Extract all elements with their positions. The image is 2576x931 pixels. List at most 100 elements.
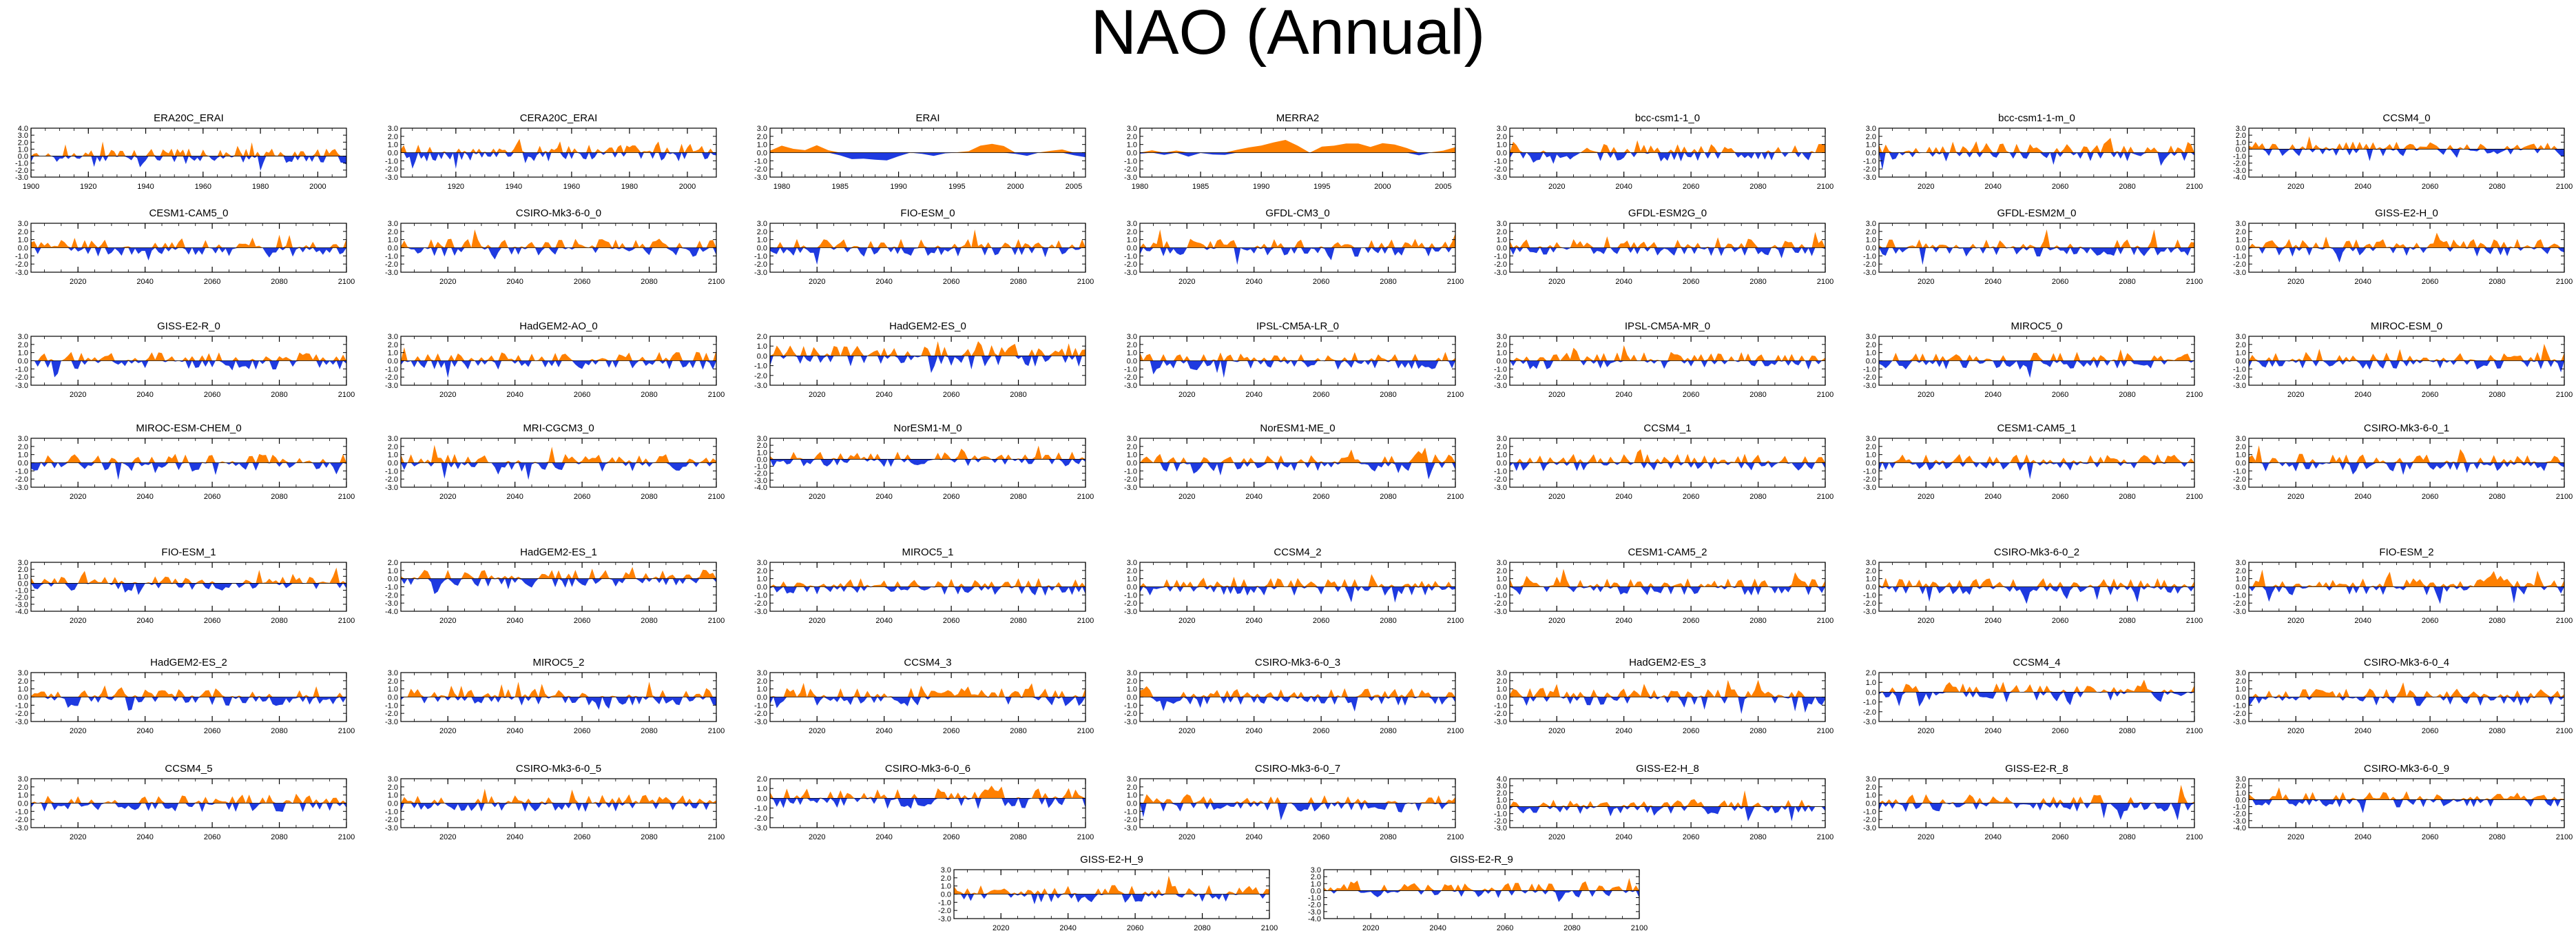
y-tick-label: 1.0 — [18, 792, 28, 800]
positive-area — [1140, 686, 1455, 697]
y-tick-label: 3.0 — [2236, 669, 2246, 677]
y-tick-label: 1.0 — [1497, 141, 1507, 150]
positive-area — [1879, 349, 2194, 361]
negative-area — [1140, 247, 1455, 265]
panel-frame — [1323, 869, 1640, 919]
x-tick-label: 2080 — [1749, 617, 1766, 625]
x-tick-label: 2100 — [1077, 833, 1094, 841]
y-tick-label: 2.0 — [1127, 677, 1137, 686]
y-tick-label: 3.0 — [1127, 333, 1137, 341]
panel-frame — [400, 562, 717, 612]
negative-area — [1140, 803, 1455, 821]
y-tick-label: -3.0 — [2233, 608, 2246, 616]
x-tick-label: 2080 — [641, 493, 657, 501]
positive-area — [31, 567, 346, 584]
positive-area — [2249, 343, 2564, 361]
negative-area — [2249, 586, 2564, 604]
y-tick-label: -2.0 — [1863, 260, 1876, 269]
negative-area — [2249, 360, 2564, 373]
x-tick-label: 2100 — [2186, 617, 2203, 625]
y-tick-label: -2.0 — [15, 260, 28, 269]
x-tick-label: 2040 — [1984, 391, 2001, 399]
y-tick-label: -1.0 — [385, 252, 398, 260]
panel-frame — [769, 778, 1086, 828]
positive-area — [1140, 447, 1455, 463]
y-tick-label: 3.0 — [1311, 866, 1321, 874]
y-tick-label: -3.0 — [754, 174, 767, 182]
x-tick-label: 2080 — [1749, 183, 1766, 191]
x-tick-label: 2040 — [2354, 278, 2371, 286]
y-tick-label: 3.0 — [2236, 333, 2246, 341]
negative-area — [31, 156, 346, 171]
y-tick-label: 3.0 — [1127, 775, 1137, 784]
panel-frame — [30, 562, 347, 612]
panel-title: HadGEM2-ES_1 — [520, 546, 597, 558]
y-tick-label: -2.0 — [1863, 165, 1876, 174]
panel-frame — [2248, 127, 2565, 178]
y-tick-label: -1.0 — [1124, 702, 1137, 710]
panel: bcc-csm1-1-m_0 3.02.01.00.0-1.0-2.0-3.0 20… — [1863, 112, 2203, 191]
y-tick-label: 1.0 — [1127, 451, 1137, 460]
y-tick-label: 0.0 — [1866, 460, 1876, 468]
x-tick-label: 2040 — [1984, 727, 2001, 735]
panel-frame — [1509, 778, 1826, 828]
x-tick-label: 2060 — [204, 727, 220, 735]
panel: GFDL-CM3_0 3.02.01.00.0-1.0-2.0-3.0 2020 20… — [1124, 207, 1464, 286]
negative-area — [770, 459, 1086, 467]
positive-area — [770, 577, 1086, 587]
y-tick-label: 2.0 — [2236, 132, 2246, 140]
x-tick-label: 2060 — [1683, 617, 1699, 625]
x-tick-label: 2060 — [2422, 493, 2438, 501]
y-tick-label: 2.0 — [757, 228, 767, 236]
y-tick-label: -4.0 — [15, 608, 28, 616]
y-tick-label: -1.0 — [15, 365, 28, 374]
y-tick-label: 0.0 — [18, 358, 28, 366]
x-tick-label: 1980 — [773, 183, 790, 191]
panel: MIROC-ESM_0 3.02.01.00.0-1.0-2.0-3.0 2020 2… — [2233, 320, 2573, 399]
y-tick-label: -1.0 — [385, 702, 398, 710]
y-tick-label: -1.0 — [385, 467, 398, 475]
negative-area — [770, 586, 1086, 596]
y-tick-label: 1.0 — [1127, 792, 1137, 800]
panel-title: CSIRO-Mk3-6-0_3 — [1255, 657, 1340, 668]
panel-title: CCSM4_3 — [904, 657, 951, 668]
y-tick-label: 2.0 — [1497, 789, 1507, 797]
panel-title: CCSM4_5 — [165, 763, 212, 775]
x-tick-label: 2060 — [943, 727, 959, 735]
x-tick-label: 2040 — [1245, 727, 1262, 735]
x-tick-label: 1990 — [890, 183, 906, 191]
x-tick-label: 2100 — [708, 391, 725, 399]
negative-area — [2249, 799, 2564, 813]
negative-area — [1879, 247, 2194, 265]
panel-title: HadGEM2-ES_3 — [1629, 657, 1706, 668]
positive-area — [954, 875, 1269, 894]
y-tick-label: -2.0 — [1494, 710, 1507, 718]
panel-title: IPSL-CM5A-LR_0 — [1256, 320, 1339, 332]
negative-area — [1510, 247, 1825, 258]
positive-area — [401, 229, 716, 248]
x-tick-label: 1940 — [137, 183, 154, 191]
y-tick-label: -1.0 — [1494, 467, 1507, 475]
y-tick-label: 0.0 — [1497, 804, 1507, 812]
panel: MIROC5_0 3.02.01.00.0-1.0-2.0-3.0 2020 2040… — [1863, 320, 2203, 399]
positive-area — [1140, 229, 1455, 248]
y-tick-label: 0.0 — [2236, 460, 2246, 468]
y-tick-label: 0.0 — [757, 352, 767, 360]
x-tick-label: 2020 — [439, 493, 456, 501]
y-tick-label: 0.0 — [757, 245, 767, 253]
y-tick-label: 3.0 — [757, 220, 767, 228]
y-tick-label: 0.0 — [1866, 358, 1876, 366]
y-tick-label: -1.0 — [15, 808, 28, 816]
y-tick-label: -1.0 — [754, 805, 767, 813]
y-tick-label: -3.0 — [385, 484, 398, 492]
positive-area — [1879, 679, 2194, 693]
panel-title: GISS-E2-H_9 — [1080, 854, 1143, 866]
y-tick-label: 1.0 — [2236, 349, 2246, 358]
x-tick-label: 2060 — [1683, 833, 1699, 841]
x-tick-label: 2100 — [338, 278, 355, 286]
panel-title: ERAI — [915, 112, 939, 124]
panel-title: CSIRO-Mk3-6-0_4 — [2364, 657, 2449, 668]
positive-area — [401, 347, 716, 361]
y-tick-label: 0.0 — [1497, 150, 1507, 158]
x-tick-label: 2100 — [1077, 278, 1094, 286]
